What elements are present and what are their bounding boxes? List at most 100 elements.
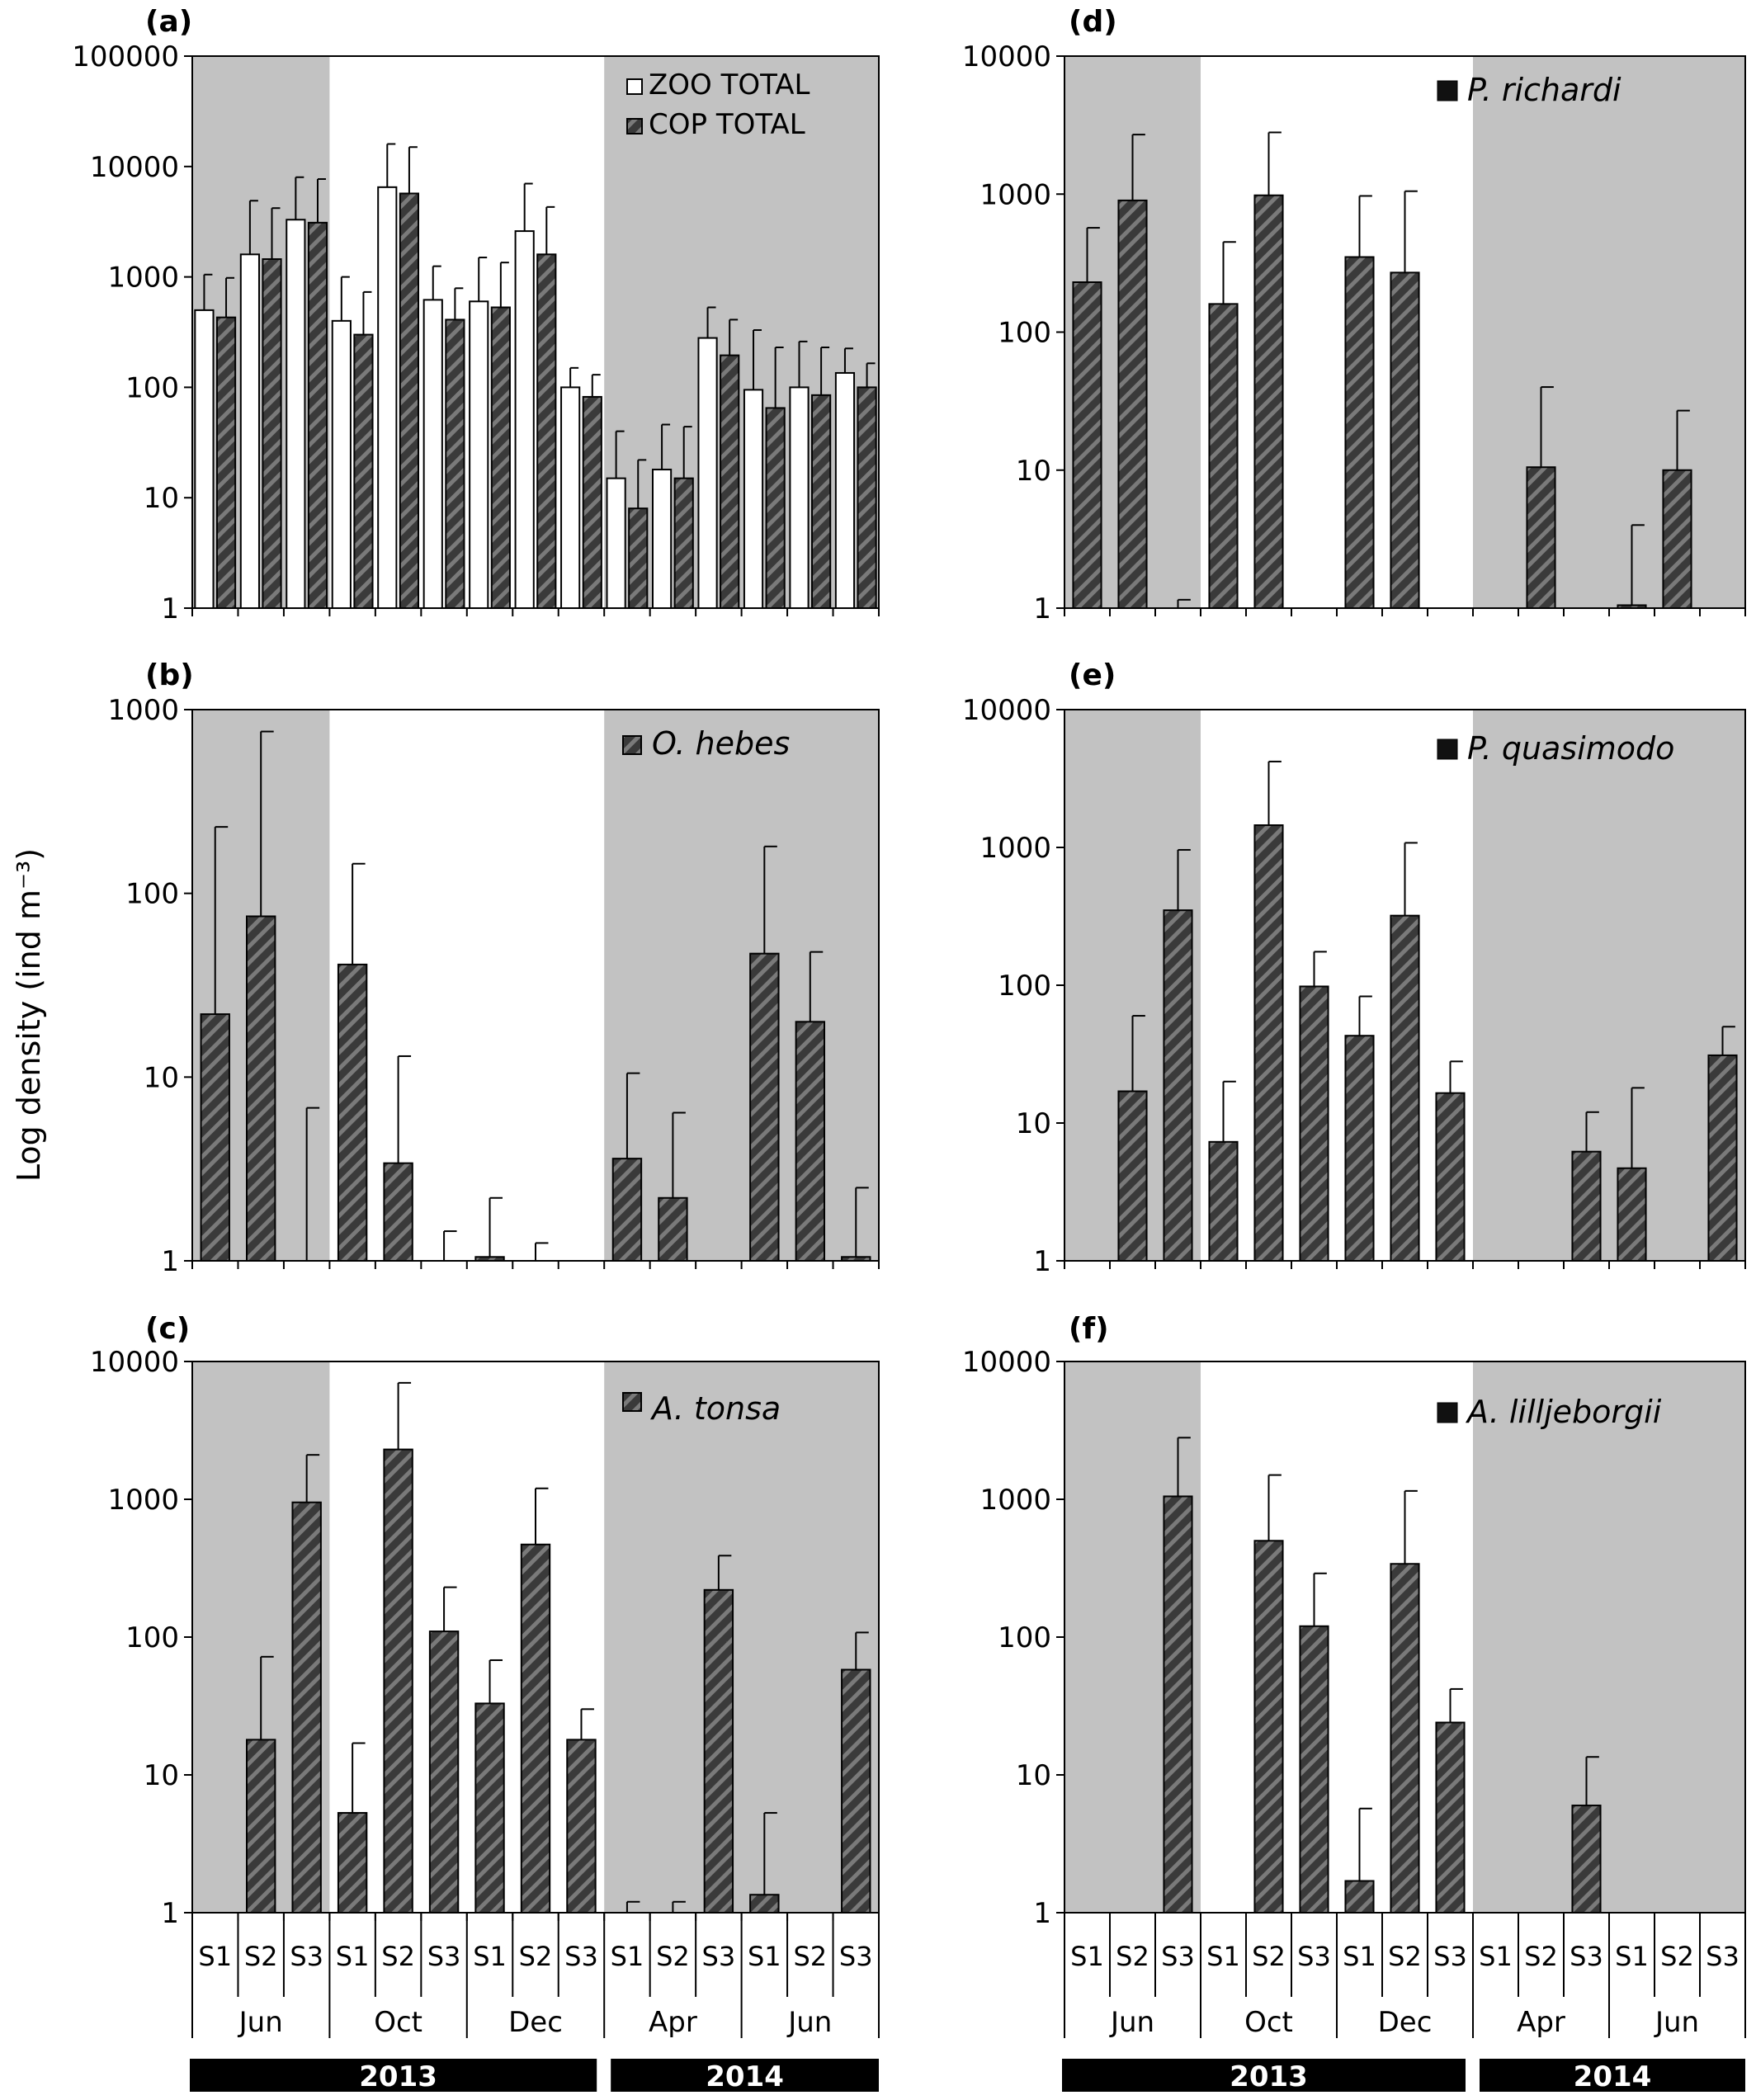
- bar-a-14: [841, 1668, 871, 1914]
- legend-swatch-o-hebes: [622, 735, 642, 755]
- bar-b-8: [582, 395, 602, 609]
- station-label: S1: [1343, 1941, 1376, 1972]
- panel-b-legend: O. hebes: [622, 725, 790, 762]
- bar-b-14: [857, 386, 877, 609]
- station-label: S1: [1615, 1941, 1649, 1972]
- bar-a-8: [1435, 1721, 1466, 1914]
- legend-label-p-quasimodo: P. quasimodo: [1467, 730, 1674, 767]
- plot-frame: [191, 709, 880, 1262]
- legend-swatch-p-quasimodo: [1437, 739, 1458, 760]
- y-tick-label: 1000: [979, 1484, 1051, 1517]
- station-label: S1: [198, 1941, 232, 1972]
- bar-a-10: [651, 469, 673, 610]
- month-label: Apr: [649, 2006, 697, 2039]
- bar-a-6: [1344, 256, 1375, 609]
- station-label: S1: [473, 1941, 507, 1972]
- bar-a-1: [1117, 1090, 1148, 1262]
- legend-label-a-tonsa: A. tonsa: [649, 1390, 781, 1427]
- legend-label-p-richardi: P. richardi: [1467, 72, 1621, 108]
- bar-a-12: [743, 389, 764, 609]
- station-label: S3: [1433, 1941, 1467, 1972]
- bar-b-2: [307, 221, 328, 609]
- bar-b-0: [215, 316, 237, 609]
- bar-a-10: [658, 1196, 688, 1262]
- station-label: S2: [1252, 1941, 1286, 1972]
- y-tick-label: 100: [998, 1621, 1051, 1654]
- year-bar-2014: [1480, 2059, 1745, 2092]
- year-label-2013: 2013: [359, 2060, 437, 2093]
- station-label: S1: [748, 1941, 781, 1972]
- bar-a-5: [1299, 1625, 1329, 1914]
- y-tick-label: 10: [144, 1759, 179, 1792]
- bar-a-5: [1299, 985, 1329, 1262]
- bar-a-6: [469, 300, 489, 609]
- station-label: S2: [1388, 1941, 1422, 1972]
- panel-e: (e) 1 10 100 1000 10000 P. quasimodo: [962, 658, 1746, 1278]
- y-tick-label: 10: [144, 1061, 179, 1094]
- bar-b-1: [262, 258, 282, 609]
- y-tick-label: 100000: [72, 40, 179, 73]
- legend-swatch-p-richardi: [1437, 80, 1458, 101]
- panel-f-legend: A. lilljeborgii: [1437, 1394, 1662, 1430]
- legend-swatch-a-tonsa: [622, 1392, 642, 1412]
- bar-b-4: [399, 192, 420, 609]
- bar-a-4: [377, 186, 398, 610]
- bar-a-3: [337, 1812, 368, 1914]
- y-axis-label: Log density (ind m⁻³): [11, 848, 47, 1182]
- bar-a-6: [1344, 1880, 1375, 1914]
- bar-a-3: [1208, 303, 1239, 609]
- bar-b-3: [353, 333, 374, 609]
- bar-a-11: [1571, 1150, 1602, 1262]
- station-label: S3: [1570, 1941, 1603, 1972]
- bar-b-13: [811, 394, 832, 609]
- bar-a-2: [1163, 909, 1193, 1262]
- panel-f-label: (f): [1069, 1312, 1109, 1346]
- bar-a-0: [200, 1013, 230, 1262]
- month-label: Jun: [786, 2006, 832, 2039]
- y-tick-label: 100: [998, 317, 1051, 350]
- bar-a-13: [1662, 469, 1692, 609]
- panel-e-legend: P. quasimodo: [1437, 730, 1674, 767]
- panel-b-label: (b): [145, 658, 194, 692]
- x-axis-right: S1 S2 S3 S1 S2 S3 S1 S2 S3 S1 S2 S3 S1 S2 S3 Jun Oct Dec A…: [1062, 1913, 1746, 2093]
- season-shade-1: [1473, 710, 1745, 1261]
- panel-d-plot: 1 10 100 1000 10000: [962, 40, 1746, 625]
- bar-a-12: [749, 1894, 780, 1914]
- station-label: S2: [1116, 1941, 1149, 1972]
- y-tick-label: 100: [125, 371, 179, 404]
- y-tick-label: 1: [1033, 592, 1051, 625]
- panel-d-legend: P. richardi: [1437, 72, 1621, 108]
- bar-a-8: [560, 386, 581, 609]
- bar-b-12: [765, 407, 786, 609]
- bar-a-11: [703, 1588, 734, 1914]
- legend-swatch-zoo-total: [626, 78, 643, 95]
- station-label: S3: [839, 1941, 873, 1972]
- month-label: Apr: [1517, 2006, 1565, 2039]
- panel-e-plot: 1 10 100 1000 10000: [962, 694, 1746, 1278]
- bar-a-1: [1117, 199, 1148, 609]
- bar-a-10: [1526, 466, 1556, 610]
- bar-a-11: [697, 337, 718, 609]
- bar-a-2: [286, 219, 306, 609]
- bar-a-7: [1390, 914, 1420, 1262]
- bar-a-7: [1390, 271, 1420, 609]
- y-tick-label: 1: [161, 1897, 179, 1930]
- y-tick-label: 1000: [979, 832, 1051, 865]
- panel-c-legend: A. tonsa: [622, 1390, 781, 1427]
- bar-a-9: [611, 1158, 643, 1262]
- bar-a-12: [1617, 1167, 1647, 1262]
- year-bar-2014: [611, 2059, 879, 2092]
- station-label: S3: [1706, 1941, 1739, 1972]
- bar-a-7: [514, 230, 535, 609]
- y-tick-label: 100: [125, 1621, 179, 1654]
- panel-c: (c) 1 10 100 1000 10000 A. tonsa: [90, 1312, 880, 1930]
- station-label: S2: [1660, 1941, 1694, 1972]
- y-tick-label: 10000: [962, 694, 1051, 727]
- year-bar-2013: [190, 2059, 597, 2092]
- panel-d: (d) 1 10 100 1000 10000 P. richardi: [962, 5, 1746, 625]
- bar-a-0: [1072, 281, 1102, 609]
- bar-a-6: [1344, 1035, 1375, 1262]
- bar-a-7: [520, 1543, 551, 1914]
- bar-b-6: [490, 306, 511, 609]
